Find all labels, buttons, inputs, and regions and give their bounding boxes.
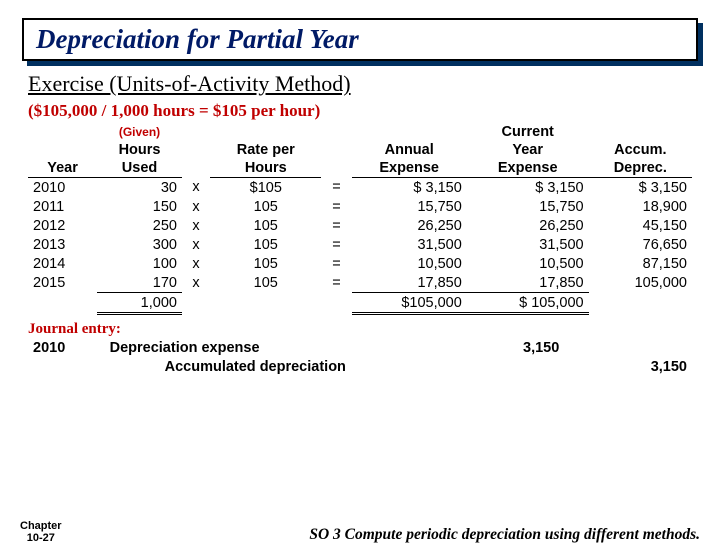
je-credit-amt: 3,150 [564,357,692,376]
col-hours-2: Used [97,159,182,178]
total-hours: 1,000 [97,293,182,314]
col-hours-1: Hours [97,141,182,159]
study-objective: SO 3 Compute periodic depreciation using… [62,526,700,544]
je-year: 2010 [28,338,105,357]
je-credit-acct: Accumulated depreciation [105,357,437,376]
rate-formula: ($105,000 / 1,000 hours = $105 per hour) [28,101,692,121]
chapter-ref: Chapter10-27 [20,520,62,544]
col-accum-1: Accum. [589,141,692,159]
exercise-subtitle: Exercise (Units-of-Activity Method) [28,71,692,97]
table-row: 2011150x105=15,75015,75018,900 [28,197,692,216]
col-current-top: Current [467,123,589,141]
col-accum-2: Deprec. [589,159,692,178]
depreciation-table: (Given) Current Hours Rate per Annual Ye… [28,123,692,315]
total-annual: $105,000 [352,293,467,314]
journal-entry-table: 2010 Depreciation expense 3,150 Accumula… [28,338,692,376]
table-row: 2013300x105=31,50031,50076,650 [28,235,692,254]
table-row: 2014100x105=10,50010,50087,150 [28,254,692,273]
je-debit-acct: Depreciation expense [105,338,437,357]
col-year: Year [28,159,97,178]
table-row: 2012250x105=26,25026,25045,150 [28,216,692,235]
slide-footer: Chapter10-27 SO 3 Compute periodic depre… [0,520,720,544]
col-given-label: (Given) [97,123,182,141]
page-title: Depreciation for Partial Year [36,24,684,55]
journal-entry-label: Journal entry: [28,321,692,338]
col-curr-2: Expense [467,159,589,178]
total-current: $ 105,000 [467,293,589,314]
col-rate-2: Hours [210,159,321,178]
col-annual-1: Annual [352,141,467,159]
title-box: Depreciation for Partial Year [22,18,698,61]
table-row: 201030x$105=$ 3,150$ 3,150$ 3,150 [28,178,692,198]
col-rate-1: Rate per [210,141,321,159]
je-debit-amt: 3,150 [437,338,565,357]
table-row: 2015170x105=17,85017,850105,000 [28,273,692,293]
col-curr-1: Year [467,141,589,159]
col-annual-2: Expense [352,159,467,178]
